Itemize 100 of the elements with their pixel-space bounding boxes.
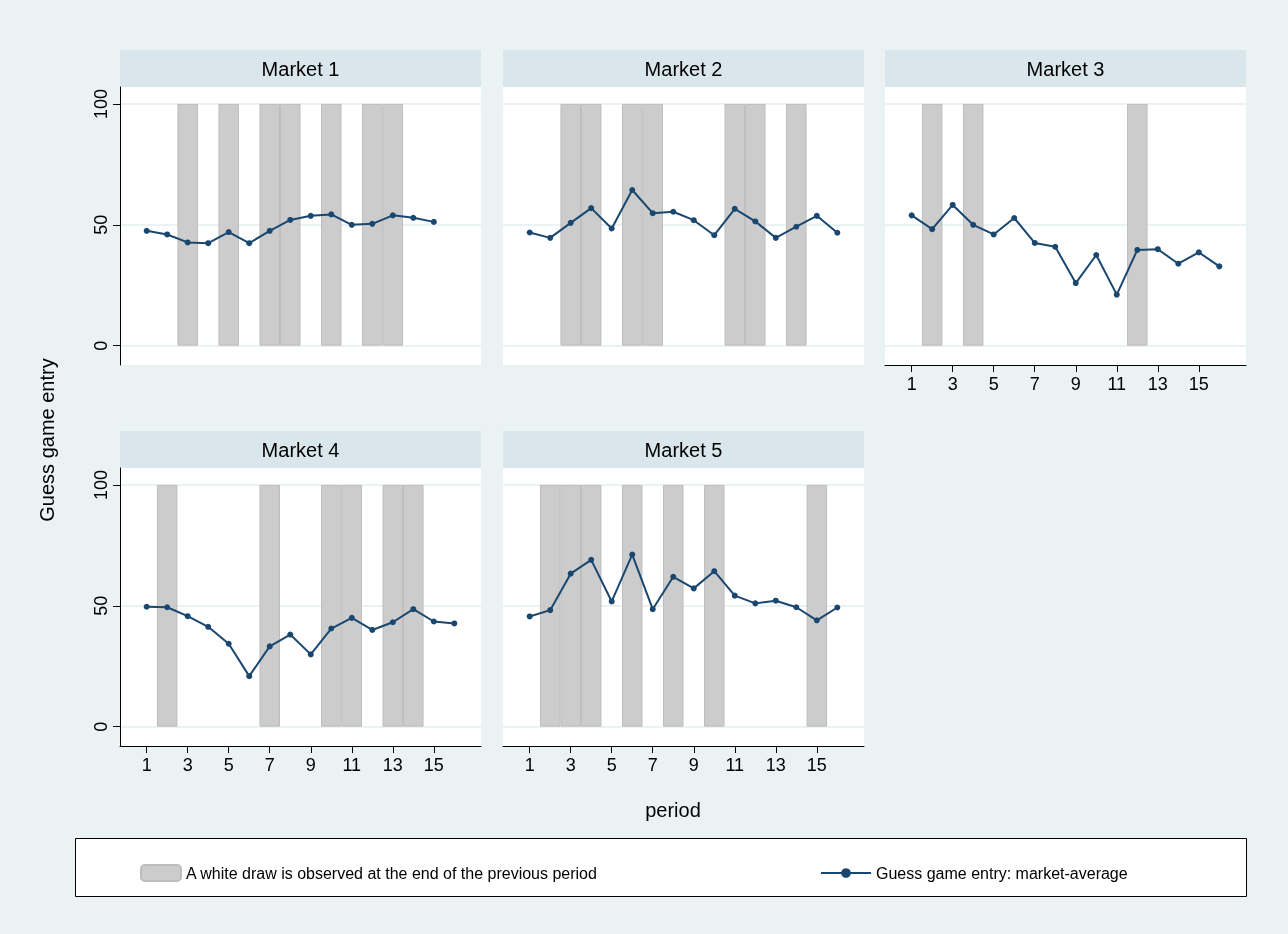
x-tick-label: 13 [1147,374,1168,394]
point [307,651,314,658]
point [1052,243,1059,250]
point [389,619,396,626]
point [205,240,212,247]
point [1072,280,1079,287]
chart-title: Market 3 [1026,57,1105,80]
point [670,573,677,580]
point [1195,249,1202,256]
point [690,217,697,224]
point [430,618,437,625]
point [772,234,779,241]
point [731,205,738,212]
point [143,227,150,234]
x-tick-label: 1 [906,374,917,394]
y-tick-label: 100 [91,469,111,500]
point [287,216,294,223]
point [1216,263,1223,270]
point [772,597,779,604]
point [266,227,273,234]
x-tick-label: 15 [806,755,827,775]
chart-title: Market 1 [261,57,340,80]
x-tick-label: 3 [182,755,193,775]
point [649,606,656,613]
x-tick-label: 1 [524,755,535,775]
point [1011,215,1018,222]
x-tick-label: 11 [342,755,362,775]
point [225,640,232,647]
point [328,211,335,218]
point [588,205,595,212]
point [813,617,820,624]
x-tick-label: 15 [1188,374,1209,394]
point [266,643,273,650]
chart-title: Market 5 [644,438,723,461]
point [430,218,437,225]
point [143,603,150,610]
point [410,606,417,613]
point [813,212,820,219]
chart-title: Market 4 [261,438,340,461]
y-axis-title: Guess game entry [35,358,59,522]
point [731,592,738,599]
point [410,214,417,221]
point [588,556,595,563]
point [711,568,718,575]
point [649,210,656,217]
x-tick-label: 11 [725,755,745,775]
point [1175,260,1182,267]
point [970,221,977,228]
point [389,212,396,219]
point [629,551,636,558]
y-tick-label: 50 [91,595,111,616]
x-tick-label: 9 [688,755,699,775]
x-tick-label: 13 [382,755,403,775]
x-tick-label: 5 [988,374,999,394]
point [369,220,376,227]
x-tick-label: 3 [947,374,958,394]
point [629,186,636,193]
point [711,232,718,239]
point [929,226,936,233]
point [246,240,253,247]
point [451,620,458,627]
y-tick-label: 50 [91,214,111,235]
point [184,613,191,620]
point [225,229,232,236]
point [949,201,956,208]
x-tick-label: 5 [223,755,234,775]
point [1093,252,1100,259]
point [690,585,697,592]
point [307,212,314,219]
point [547,607,554,614]
x-tick-label: 9 [305,755,316,775]
point [348,221,355,228]
legend-label: A white draw is observed at the end of the previous period [186,864,597,882]
point [793,604,800,611]
x-tick-label: 7 [1029,374,1040,394]
x-tick-label: 5 [606,755,617,775]
point [1113,291,1120,298]
y-tick-label: 100 [91,88,111,119]
point [752,218,759,225]
chart-title: Market 2 [644,57,723,80]
point [752,600,759,607]
point [567,219,574,226]
point [908,212,915,219]
x-tick-label: 9 [1070,374,1081,394]
legend-label: Guess game entry: market-average [876,864,1128,882]
x-tick-label: 1 [141,755,152,775]
point [184,239,191,246]
y-tick-label: 0 [91,721,111,732]
point [608,225,615,232]
point [205,623,212,630]
x-axis-title: period [645,798,701,822]
point [526,613,533,620]
point [369,626,376,633]
point [164,231,171,238]
point [348,614,355,621]
point [246,673,253,680]
x-tick-label: 3 [565,755,576,775]
point [287,631,294,638]
x-tick-label: 11 [1107,374,1127,394]
y-tick-label: 0 [91,340,111,351]
